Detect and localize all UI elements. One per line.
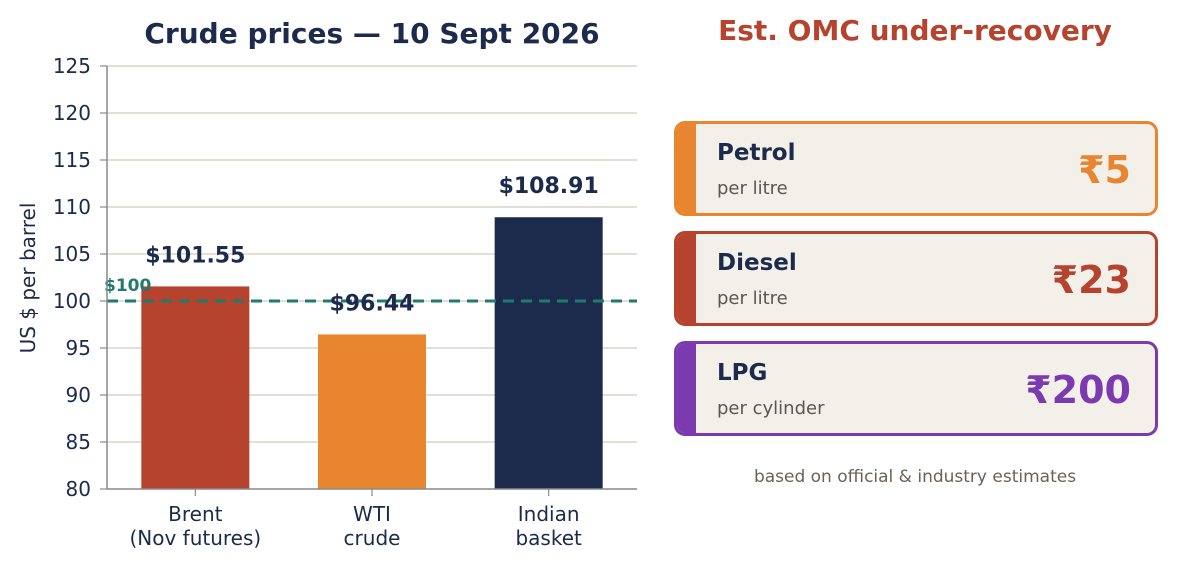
chart-title: Crude prices — 10 Sept 2026 <box>144 17 599 50</box>
petrol-card-stripe <box>677 124 696 213</box>
value-label: $96.44 <box>330 291 415 316</box>
lpg-card-stripe <box>677 344 696 433</box>
petrol-value: ₹5 <box>1078 148 1131 192</box>
y-tick-label: 95 <box>66 336 91 360</box>
diesel-card: Diesel per litre ₹23 <box>674 231 1158 326</box>
lpg-card: LPG per cylinder ₹200 <box>674 341 1158 436</box>
bars <box>141 217 603 489</box>
y-tick-label: 100 <box>53 289 91 313</box>
lpg-label: LPG <box>717 360 768 386</box>
value-label: $101.55 <box>145 243 245 268</box>
petrol-card: Petrol per litre ₹5 <box>674 121 1158 216</box>
diesel-label: Diesel <box>717 250 797 276</box>
lpg-unit: per cylinder <box>717 398 825 419</box>
petrol-unit: per litre <box>717 178 788 199</box>
value-label: $108.91 <box>499 174 599 199</box>
y-tick-label: 110 <box>53 195 91 219</box>
y-tick-label: 80 <box>66 477 91 501</box>
petrol-label: Petrol <box>717 140 796 166</box>
crude-price-chart: Crude prices — 10 Sept 2026 US $ per bar… <box>16 17 637 550</box>
footnote: based on official & industry estimates <box>753 467 1077 487</box>
y-tick-label: 115 <box>53 148 91 172</box>
y-tick-label: 90 <box>66 383 91 407</box>
reference-line-label: $100 <box>104 276 151 296</box>
bar-indian <box>494 217 603 489</box>
diesel-unit: per litre <box>717 288 788 309</box>
diesel-value: ₹23 <box>1051 258 1131 302</box>
lpg-value: ₹200 <box>1025 368 1131 412</box>
x-tick-label: Indian basket <box>515 502 582 550</box>
reference-line-group: $100 <box>104 276 637 303</box>
y-tick-label: 85 <box>66 430 91 454</box>
panel-title: Est. OMC under-recovery <box>718 14 1112 47</box>
x-tick-label: WTI crude <box>344 502 401 550</box>
y-tick-label: 125 <box>53 54 91 78</box>
diesel-card-stripe <box>677 234 696 323</box>
bar-wti <box>318 334 426 489</box>
labels: 80 85 90 95 100 105 110 115 120 125 Brent (Nov futu… <box>53 54 599 550</box>
bar-brent <box>141 286 250 489</box>
x-tick-label: Brent (Nov futures) <box>129 502 261 550</box>
y-tick-label: 120 <box>53 101 91 125</box>
axes <box>100 65 637 496</box>
y-tick-label: 105 <box>53 242 91 266</box>
y-axis-label: US $ per barrel <box>16 203 40 354</box>
